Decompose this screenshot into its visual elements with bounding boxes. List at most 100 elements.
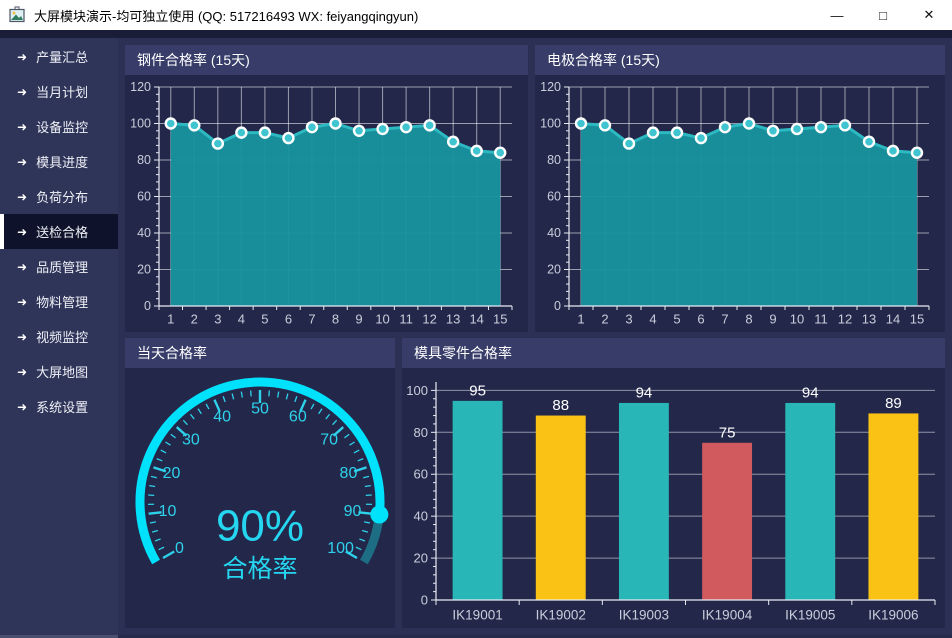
svg-text:11: 11 [814,312,828,327]
svg-text:1: 1 [577,312,584,327]
svg-text:10: 10 [159,503,177,520]
sidebar-item-9[interactable]: ➜ 视频监控 [0,319,118,354]
panel-electrode-pass-rate: 电极合格率 (15天) 0 20 40 60 80 100 120 1 2 3 4 5 6 7 8 9 10 11… [535,45,945,332]
panel-title-steel: 钢件合格率 (15天) [125,45,528,75]
svg-text:8: 8 [745,312,752,327]
window-title: 大屏模块演示-均可独立使用 (QQ: 517216493 WX: feiyang… [34,8,419,24]
svg-text:90: 90 [344,503,362,520]
svg-text:100: 100 [406,383,428,398]
svg-text:IK19006: IK19006 [868,608,918,623]
svg-text:0: 0 [421,593,428,608]
svg-text:6: 6 [697,312,704,327]
panel-today-pass-rate: 当天合格率 0 10 20 30 40 50 60 70 80 90 100 90% 合格率 [125,338,395,628]
svg-text:120: 120 [130,80,151,94]
svg-text:10: 10 [375,312,389,327]
svg-text:80: 80 [137,153,151,167]
sidebar-item-6[interactable]: ➜ 送检合格 [0,214,118,249]
maximize-button[interactable]: □ [879,7,887,23]
sidebar-item-8[interactable]: ➜ 物料管理 [0,284,118,319]
sidebar-item-label: 系统设置 [36,400,89,415]
sidebar-item-3[interactable]: ➜ 设备监控 [0,109,118,144]
svg-text:89: 89 [885,395,902,412]
arrow-icon: ➜ [17,84,28,99]
svg-text:20: 20 [547,263,561,277]
arrow-icon: ➜ [17,364,28,379]
svg-text:9: 9 [355,312,362,327]
svg-text:70: 70 [320,431,338,448]
sidebar-item-label: 设备监控 [36,120,89,135]
sidebar-item-label: 物料管理 [36,295,89,310]
sidebar: ➜ 产量汇总 ➜ 当月计划 ➜ 设备监控 ➜ 模具进度 ➜ 负荷分布 ➜ 送检合格 ➜ 品质管理 ➜ 物料管理… [0,38,118,635]
svg-text:13: 13 [862,312,876,327]
svg-text:88: 88 [552,397,569,414]
window-bottom-edge [0,635,952,638]
svg-text:IK19003: IK19003 [619,608,669,623]
svg-text:80: 80 [340,465,358,482]
window-controls: — □ ✕ [814,0,952,30]
top-row: 钢件合格率 (15天) 0 20 40 60 80 100 120 1 2 3 4 5 6 7 8 9 10 11… [125,45,945,332]
minimize-button[interactable]: — [830,7,844,23]
sidebar-item-1[interactable]: ➜ 产量汇总 [0,39,118,74]
svg-text:9: 9 [769,312,776,327]
sidebar-item-5[interactable]: ➜ 负荷分布 [0,179,118,214]
svg-text:100: 100 [130,117,151,131]
svg-text:40: 40 [414,509,428,524]
app-icon [8,6,26,24]
svg-text:IK19002: IK19002 [536,608,586,623]
svg-text:60: 60 [547,190,561,204]
svg-text:2: 2 [191,312,198,327]
svg-text:IK19005: IK19005 [785,608,835,623]
svg-text:12: 12 [838,312,852,327]
svg-text:15: 15 [493,312,507,327]
panel-title-electrode: 电极合格率 (15天) [535,45,945,75]
sidebar-item-4[interactable]: ➜ 模具进度 [0,144,118,179]
svg-text:12: 12 [422,312,436,327]
svg-text:40: 40 [213,409,231,426]
bottom-row: 当天合格率 0 10 20 30 40 50 60 70 80 90 100 90% 合格率 模具零件合… [125,338,945,628]
today-pass-rate-gauge: 0 10 20 30 40 50 60 70 80 90 100 90% 合格率 [125,368,395,628]
svg-text:20: 20 [414,551,428,566]
arrow-icon: ➜ [17,259,28,274]
mold-parts-pass-rate-bar-chart: 95 88 94 75 94 89 0 20 40 60 80 100 IK19001 IK19002 IK… [402,368,945,628]
svg-text:100: 100 [540,117,561,131]
svg-text:60: 60 [137,190,151,204]
sidebar-item-label: 送检合格 [36,225,89,240]
svg-text:5: 5 [261,312,268,327]
sidebar-item-7[interactable]: ➜ 品质管理 [0,249,118,284]
sidebar-item-10[interactable]: ➜ 大屏地图 [0,354,118,389]
panel-steel-pass-rate: 钢件合格率 (15天) 0 20 40 60 80 100 120 1 2 3 4 5 6 7 8 9 10 11… [125,45,528,332]
svg-text:15: 15 [910,312,924,327]
svg-text:4: 4 [238,312,245,327]
sidebar-item-label: 模具进度 [36,155,89,170]
svg-text:IK19001: IK19001 [452,608,502,623]
svg-text:30: 30 [182,431,200,448]
sidebar-item-label: 负荷分布 [36,190,89,205]
svg-text:10: 10 [790,312,804,327]
svg-text:75: 75 [719,424,736,441]
sidebar-item-2[interactable]: ➜ 当月计划 [0,74,118,109]
svg-text:2: 2 [601,312,608,327]
panel-title-mold-parts: 模具零件合格率 [402,338,945,368]
svg-text:6: 6 [285,312,292,327]
svg-text:40: 40 [547,226,561,240]
svg-text:3: 3 [625,312,632,327]
svg-text:14: 14 [886,312,900,327]
svg-text:0: 0 [554,299,561,313]
arrow-icon: ➜ [17,119,28,134]
svg-text:80: 80 [547,153,561,167]
svg-text:90%: 90% [216,502,304,551]
svg-text:7: 7 [721,312,728,327]
svg-text:120: 120 [540,80,561,94]
svg-text:20: 20 [163,465,181,482]
steel-pass-rate-area-chart: 0 20 40 60 80 100 120 1 2 3 4 5 6 7 8 9 10 11 12 13 14 15 [125,75,528,332]
panel-mold-parts-pass-rate: 模具零件合格率 95 88 94 75 94 89 0 20 40 60 80 100 IK19001 I… [402,338,945,628]
arrow-icon: ➜ [17,399,28,414]
sidebar-item-11[interactable]: ➜ 系统设置 [0,389,118,424]
svg-text:60: 60 [289,409,307,426]
svg-text:94: 94 [802,384,819,401]
svg-text:60: 60 [414,467,428,482]
sidebar-item-label: 视频监控 [36,330,89,345]
close-button[interactable]: ✕ [923,7,935,22]
svg-text:95: 95 [469,382,486,399]
